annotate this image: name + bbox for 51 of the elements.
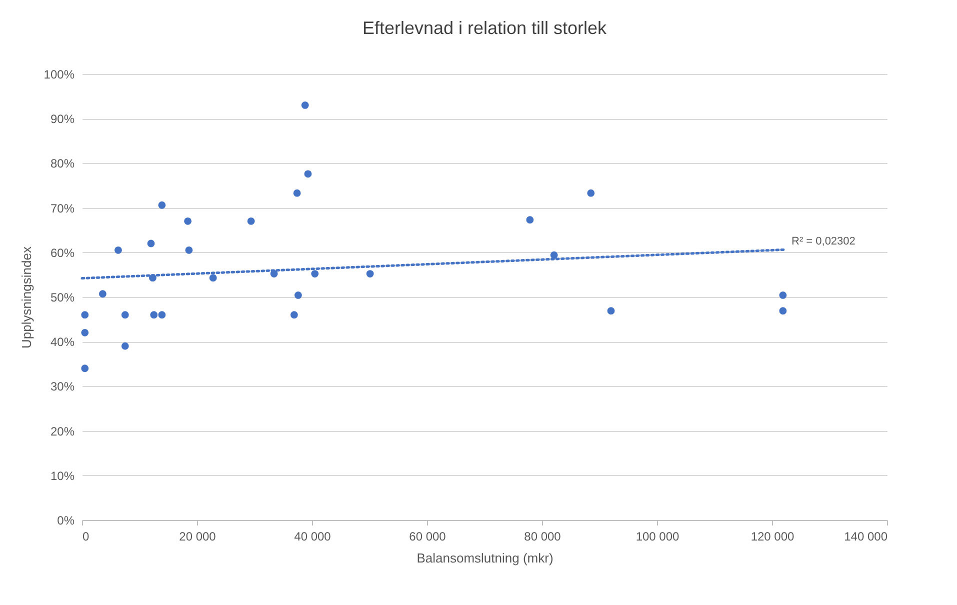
point xyxy=(158,201,166,209)
x-tick-label: 80 000 xyxy=(524,530,562,544)
point xyxy=(526,216,534,224)
point xyxy=(98,290,106,298)
point xyxy=(81,311,89,319)
point xyxy=(185,246,193,254)
y-tick-label: 50% xyxy=(50,290,75,304)
x-axis-title: Balansomslutning (mkr) xyxy=(416,550,554,566)
x-tick-label: 40 000 xyxy=(294,530,332,544)
point xyxy=(184,217,192,225)
point xyxy=(150,311,158,319)
point xyxy=(311,270,319,278)
point xyxy=(158,311,166,319)
y-tick-label: 100% xyxy=(44,68,75,82)
y-tick-label: 30% xyxy=(50,380,75,394)
point xyxy=(81,328,89,336)
point xyxy=(293,189,301,197)
point xyxy=(121,311,129,319)
y-tick-label: 20% xyxy=(50,424,75,438)
point xyxy=(247,217,255,225)
x-tick-label: 0 xyxy=(82,530,90,544)
point xyxy=(209,274,217,282)
point xyxy=(294,292,302,299)
point xyxy=(779,292,787,299)
x-tick-label: 60 000 xyxy=(409,530,446,544)
y-tick-label: 0% xyxy=(57,514,75,528)
x-tick-label: 140 000 xyxy=(844,530,888,544)
y-tick-label: 60% xyxy=(50,246,75,260)
point xyxy=(147,240,155,248)
point xyxy=(779,307,787,315)
point xyxy=(81,364,89,372)
y-tick-label: 80% xyxy=(50,156,75,171)
x-tick-label: 20 000 xyxy=(179,530,216,544)
point xyxy=(587,189,595,197)
x-tick-label: 120 000 xyxy=(750,530,795,544)
x-tick-label: 100 000 xyxy=(636,530,680,544)
y-tick-label: 10% xyxy=(50,468,75,483)
y-axis-title: Upplysningsindex xyxy=(18,246,34,348)
y-tick-label: 40% xyxy=(50,335,75,350)
chart-title: Efterlevnad i relation till storlek xyxy=(362,18,608,38)
point xyxy=(121,342,129,350)
point xyxy=(290,311,298,319)
point xyxy=(114,246,122,254)
y-tick-label: 70% xyxy=(50,201,75,216)
point xyxy=(366,270,374,278)
y-tick-label: 90% xyxy=(50,112,75,126)
point xyxy=(607,307,615,315)
point xyxy=(301,102,309,109)
annotation: R² = 0,02302 xyxy=(792,236,856,248)
point xyxy=(550,251,558,259)
point xyxy=(304,170,312,178)
